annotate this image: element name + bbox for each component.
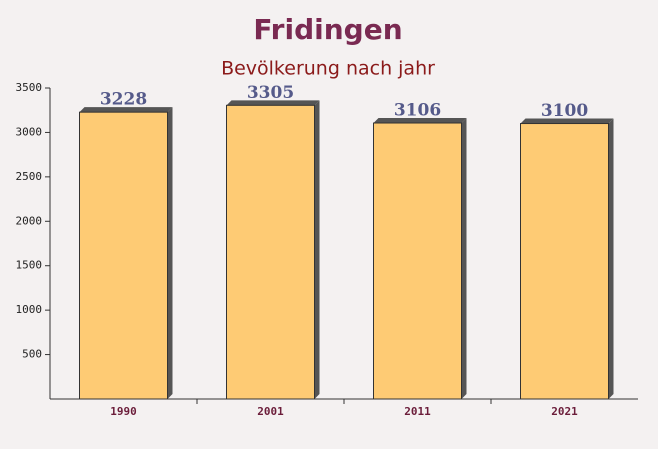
x-tick-label: 2001 [257, 405, 284, 418]
bar-shadow [226, 100, 320, 106]
bar [79, 111, 168, 400]
y-tick-label: 500 [22, 348, 42, 361]
value-label: 3228 [100, 90, 147, 110]
bar-shadow [167, 107, 173, 400]
y-tick-label: 2500 [16, 170, 43, 183]
bar-shadow [314, 100, 320, 399]
bar-shadow [373, 118, 467, 124]
value-label: 3106 [394, 101, 441, 121]
chart-subtitle: Bevölkerung nach jahr [221, 58, 435, 80]
bar-shadow [461, 118, 467, 400]
bar-shadow [79, 107, 173, 113]
y-tick-label: 1000 [16, 303, 43, 316]
bar-shadow [608, 118, 614, 400]
x-tick-label: 2011 [404, 405, 431, 418]
y-tick-label: 3500 [16, 81, 43, 94]
x-tick-label: 1990 [110, 405, 137, 418]
bar [520, 123, 609, 400]
y-tick-label: 1500 [16, 259, 43, 272]
y-tick-label: 3000 [16, 125, 43, 138]
chart-title: Fridingen [253, 13, 402, 46]
value-label: 3100 [541, 101, 588, 121]
x-tick-label: 2021 [551, 405, 578, 418]
value-label: 3305 [247, 83, 294, 103]
y-tick-label: 2000 [16, 214, 43, 227]
bar-shadow [520, 118, 614, 124]
bar [226, 104, 315, 400]
bar [373, 122, 462, 400]
